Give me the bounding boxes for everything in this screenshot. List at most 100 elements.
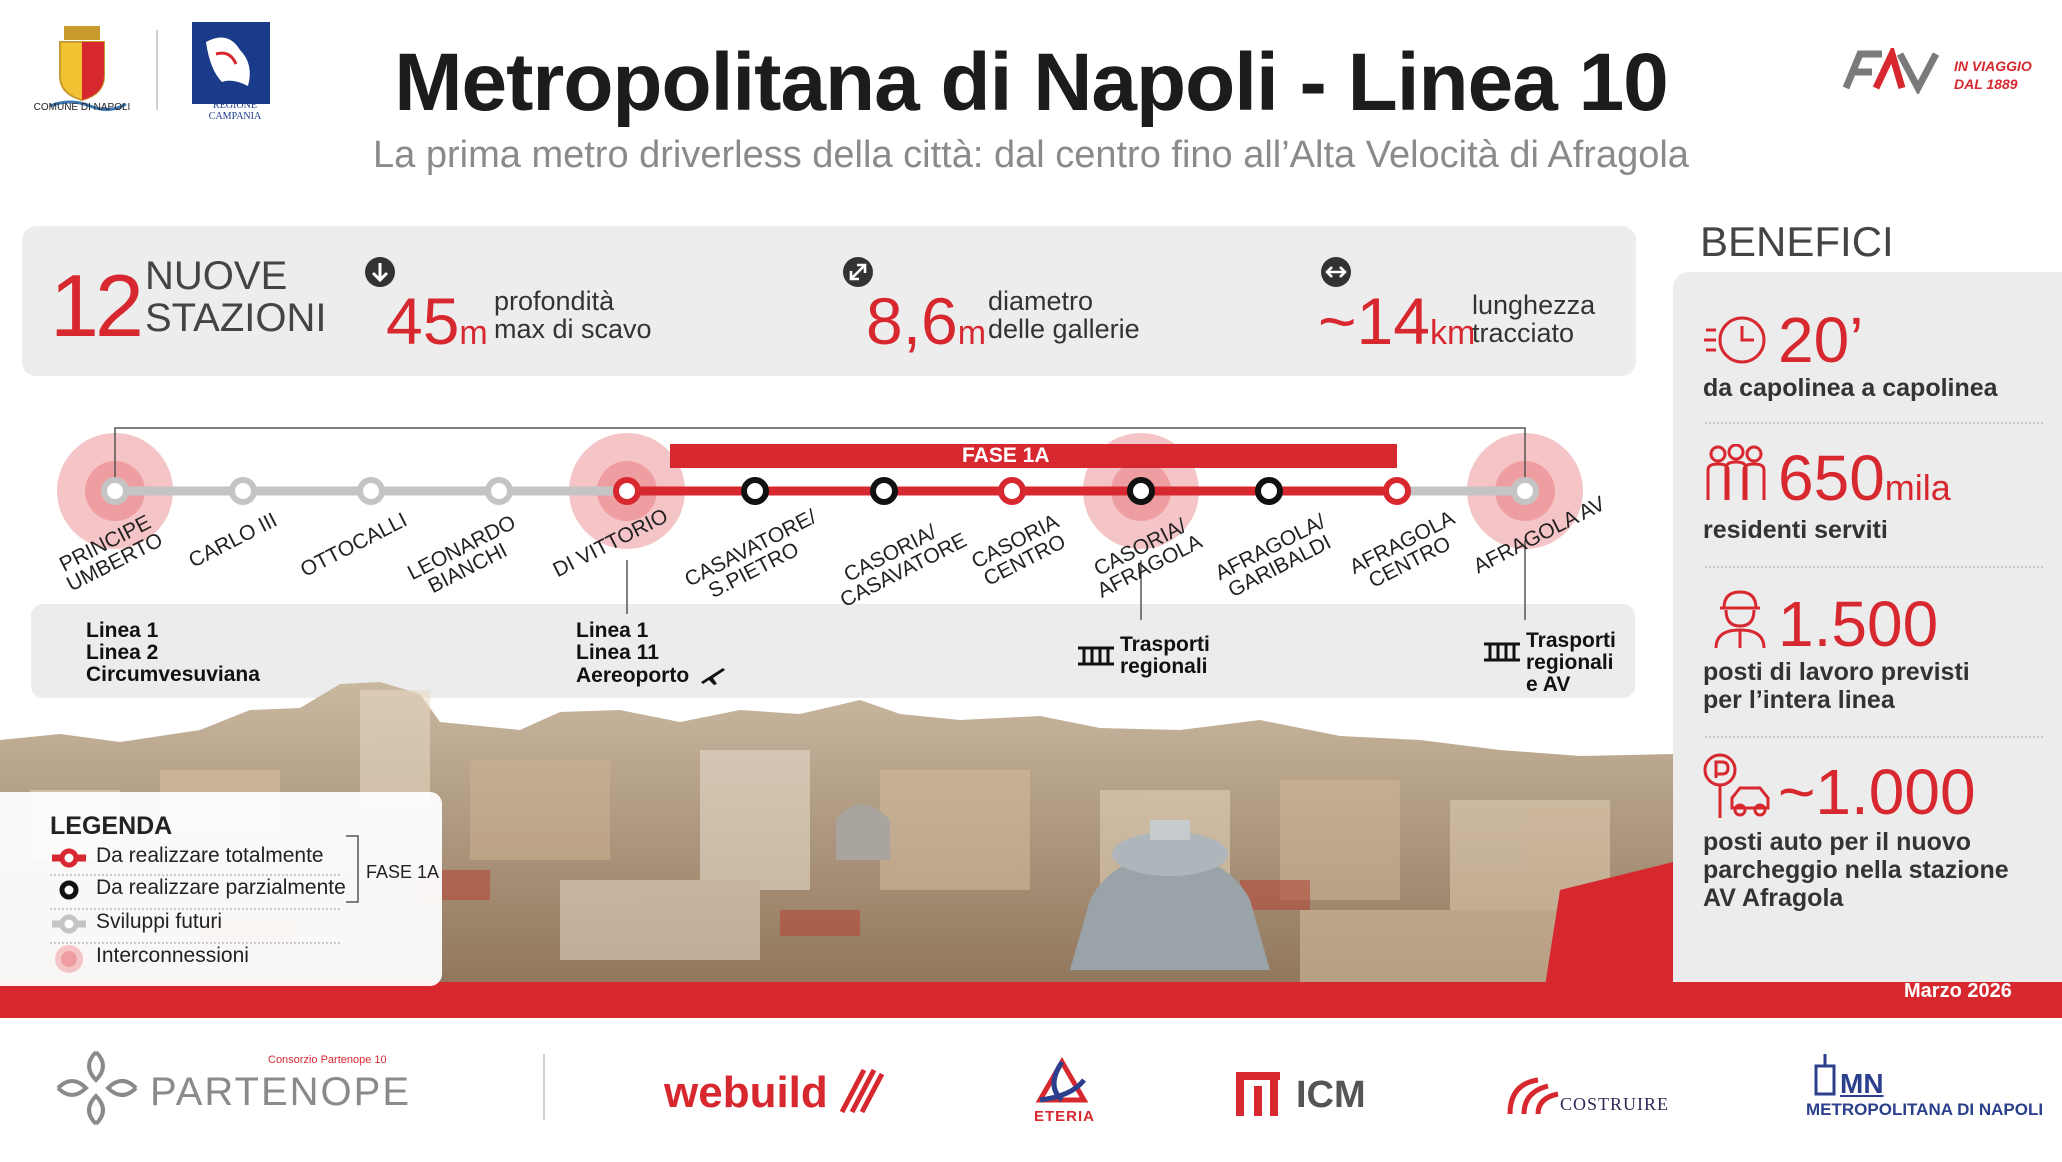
benefit-divider xyxy=(1705,422,2043,424)
interchange-line: Linea 2 xyxy=(86,641,159,664)
partenope-wordmark: PARTENOPE xyxy=(150,1070,412,1114)
legend-label-future: Sviluppi futuri xyxy=(96,910,223,933)
stat-diameter-unit: m xyxy=(957,314,987,352)
icm-wordmark: ICM xyxy=(1296,1074,1366,1116)
interchange-line: Linea 11 xyxy=(576,641,659,664)
station-dot-afragola-av xyxy=(1511,477,1539,505)
legend-divider xyxy=(50,942,340,944)
page-title: Metropolitana di Napoli - Linea 10 xyxy=(394,37,1669,128)
stat-diameter-value: 8,6m xyxy=(866,288,986,354)
stat-length-label-2: tracciato xyxy=(1472,318,1575,348)
legend-phase-bracket xyxy=(346,835,359,903)
benefit-divider xyxy=(1705,736,2043,738)
stat-length-label-1: lunghezza xyxy=(1472,290,1596,320)
stat-depth-number: 45 xyxy=(386,284,460,358)
stat-stations-label-1: NUOVE xyxy=(145,254,288,298)
legend-symbol-interchange xyxy=(55,945,83,973)
stat-diameter-label-1: diametro xyxy=(988,286,1094,316)
interchange-line: Aereoporto xyxy=(576,664,690,687)
mn-building-icon xyxy=(1814,1054,1836,1096)
stat-depth-value: 45m xyxy=(386,288,488,354)
costruire-wordmark: COSTRUIRE xyxy=(1560,1094,1670,1114)
interchange-vittorio: Linea 1 Linea 11 Aereoporto xyxy=(576,620,727,687)
legend-symbol-total xyxy=(52,848,86,868)
clock-speed-icon xyxy=(1704,314,1768,371)
partenope-mark-icon xyxy=(56,1050,138,1126)
airplane-icon xyxy=(701,668,726,685)
legend-symbol-future xyxy=(52,914,86,934)
bottom-red-band xyxy=(0,982,2062,1018)
benefit-residents-number: 650 xyxy=(1778,442,1885,514)
benefit-parking-label-2: parcheggio nella stazione xyxy=(1703,856,2009,884)
station-dot-afragola-garibaldi xyxy=(1255,477,1283,505)
benefit-parking-value: ~1.000 xyxy=(1778,756,1976,828)
stat-length-unit: km xyxy=(1429,314,1476,352)
station-dot-di-vittorio xyxy=(613,477,641,505)
date-label: Marzo 2026 xyxy=(1904,980,2012,1002)
station-dot-casoria-centro xyxy=(998,477,1026,505)
benefit-jobs-value: 1.500 xyxy=(1778,588,1939,660)
legend-label-interchange: Interconnessioni xyxy=(96,944,249,967)
legend-divider xyxy=(50,874,340,876)
interchange-afragola: Trasporti regionali e AV xyxy=(1526,630,1616,696)
logo-divider xyxy=(156,30,158,110)
station-dot-principe-umberto xyxy=(101,477,129,505)
interchange-line: Linea 1 xyxy=(86,619,159,642)
interchange-principe: Linea 1 Linea 2 Circumvesuviana xyxy=(86,620,260,686)
line-diagram xyxy=(57,427,1583,620)
stat-length-value: ~14km xyxy=(1318,288,1475,354)
interchange-casoria: Trasporti regionali xyxy=(1120,634,1210,678)
interchange-line: Trasporti xyxy=(1526,629,1616,652)
stat-depth-label-2: max di scavo xyxy=(494,314,652,344)
interchange-line: Linea 1 xyxy=(576,619,649,642)
regione-campania-logo: REGIONE CAMPANIA xyxy=(188,20,282,122)
parking-car-icon xyxy=(1702,752,1772,825)
mn-short-wordmark: MN xyxy=(1840,1068,1884,1099)
napoli-crest-icon xyxy=(49,26,127,111)
benefit-jobs-label-2: per l’intera linea xyxy=(1703,686,1895,714)
interchange-line: regionali xyxy=(1526,651,1614,674)
campania-region-icon xyxy=(192,22,270,104)
benefit-parking-label-1: posti auto per il nuovo xyxy=(1703,828,1972,856)
diagonal-arrows-icon xyxy=(842,256,874,293)
legend-divider xyxy=(50,908,340,910)
regione-label: REGIONE CAMPANIA xyxy=(208,100,262,122)
interchanges-panel xyxy=(31,604,1635,698)
people-icon xyxy=(1704,443,1768,507)
station-dot-leonardo-bianchi xyxy=(485,477,513,505)
phase-1a-label: FASE 1A xyxy=(962,444,1050,467)
benefit-residents-value: 650mila xyxy=(1778,446,1951,510)
stats-bar xyxy=(22,226,1636,376)
eteria-mark-icon xyxy=(1035,1057,1089,1103)
benefit-parking-label-3: AV Afragola xyxy=(1703,884,1844,912)
eav-mark-icon xyxy=(1842,44,1940,96)
page-subtitle: La prima metro driverless della città: d… xyxy=(373,134,1689,176)
benefit-residents-label: residenti serviti xyxy=(1703,516,1888,544)
interchange-line: Trasporti xyxy=(1120,633,1210,656)
train-icon xyxy=(1482,640,1522,667)
costruire-mark-icon xyxy=(1507,1077,1559,1115)
benefit-residents-unit: mila xyxy=(1884,467,1951,508)
legend-label-partial: Da realizzare parzialmente xyxy=(96,876,346,899)
benefit-time-label: da capolinea a capolinea xyxy=(1703,374,1998,402)
stat-depth-label-1: profondità xyxy=(494,286,615,316)
station-dot-ottocalli xyxy=(357,477,385,505)
icm-mark-icon xyxy=(1236,1072,1280,1116)
eav-tagline-2: DAL 1889 xyxy=(1954,76,2018,92)
partenope-logo xyxy=(52,1046,142,1135)
comune-label: COMUNE DI NAPOLI xyxy=(33,102,131,113)
stat-stations-value: 12 xyxy=(50,256,144,355)
station-dot-casavatore-spietro xyxy=(741,477,769,505)
stat-diameter-number: 8,6 xyxy=(866,284,958,358)
benefit-jobs-label-1: posti di lavoro previsti xyxy=(1703,658,1970,686)
interchange-airport-row: Aereoporto xyxy=(576,664,727,687)
legend-label-total: Da realizzare totalmente xyxy=(96,844,324,867)
worker-icon xyxy=(1712,586,1768,655)
comune-napoli-logo: COMUNE DI NAPOLI xyxy=(30,22,134,118)
stat-diameter-label-2: delle gallerie xyxy=(988,314,1140,344)
phase-1a-bar xyxy=(670,444,1397,468)
legend-phase-label: FASE 1A xyxy=(366,862,440,882)
benefits-panel xyxy=(1673,272,2062,1012)
interchange-line: regionali xyxy=(1120,655,1208,678)
eteria-wordmark: ETERIA xyxy=(1034,1108,1096,1125)
